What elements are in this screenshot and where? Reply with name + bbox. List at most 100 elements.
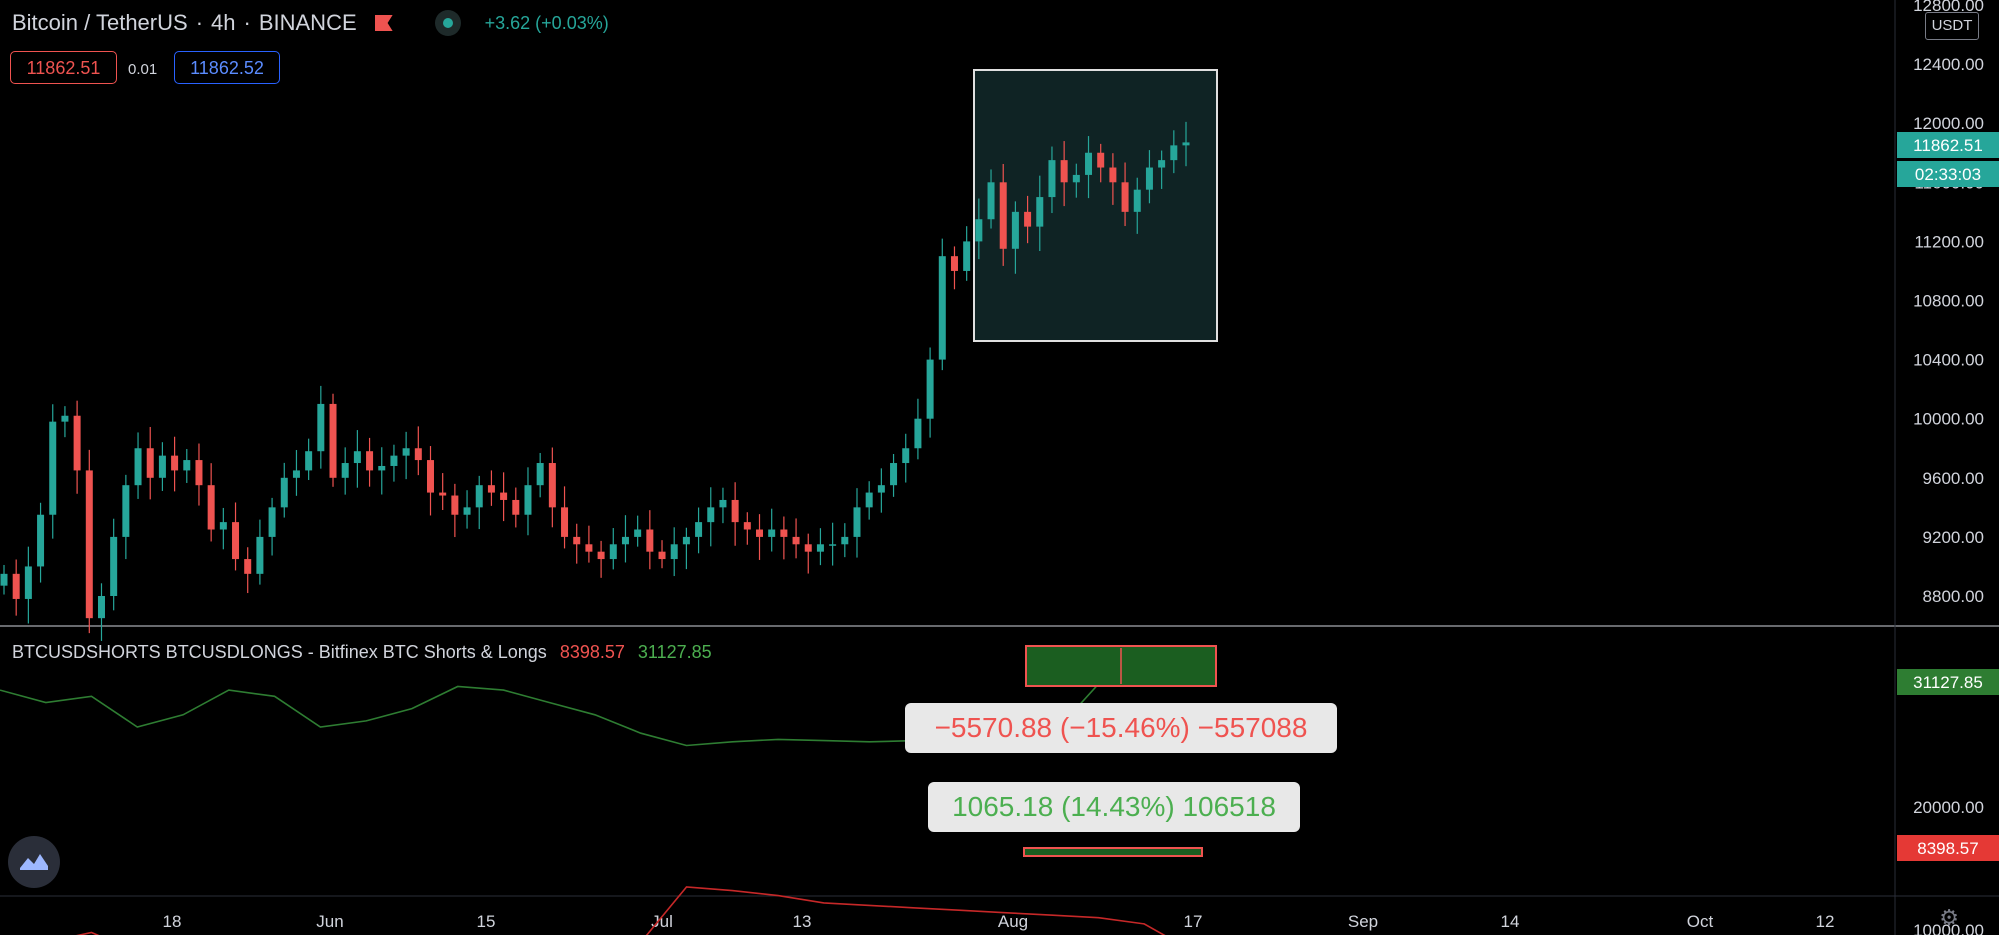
candle-body (1072, 174, 1080, 183)
candle-body (146, 448, 154, 478)
candle-body (658, 551, 666, 560)
price-tick-label: 12400.00 (1913, 55, 1984, 74)
candle-body (963, 241, 971, 271)
candle-body (780, 529, 788, 537)
time-tick-label: 13 (793, 912, 812, 931)
candle-body (402, 448, 410, 456)
candle-body (171, 455, 179, 471)
shorts-last-tag-bg (1897, 835, 1999, 861)
time-tick-label: Sep (1348, 912, 1378, 931)
candle-body (183, 460, 191, 471)
status-dot-icon (434, 10, 461, 36)
candle-body (1060, 160, 1068, 183)
candle-body (280, 477, 288, 508)
indicator-name: BTCUSDSHORTS BTCUSDLONGS - Bitfinex BTC … (12, 642, 547, 662)
candle-body (1121, 182, 1129, 212)
candle-body (439, 492, 447, 496)
candle-body (292, 470, 300, 478)
chart-header: Bitcoin / TetherUS · 4h · BINANCE +3.62 … (12, 10, 609, 36)
candle-body (1011, 211, 1019, 249)
candle-body (743, 522, 751, 530)
candle-body (207, 485, 215, 530)
candle-body (695, 522, 703, 537)
candle-body (12, 573, 20, 599)
last-price-tag-bg (1897, 132, 1999, 158)
candle-body (390, 455, 398, 466)
candle-body (853, 507, 861, 537)
price-tick-label: 8800.00 (1923, 587, 1984, 606)
candle-body (378, 465, 386, 471)
symbol-title[interactable]: Bitcoin / TetherUS (12, 10, 188, 35)
time-tick-label: Aug (998, 912, 1028, 931)
candle-body (646, 529, 654, 552)
currency-badge[interactable]: USDT (1925, 12, 1979, 40)
time-tick-label: Oct (1687, 912, 1714, 931)
logo-icon[interactable] (8, 836, 60, 888)
candle-body (1048, 160, 1056, 198)
bid-price-box[interactable]: 11862.51 (10, 51, 117, 84)
candle-body (195, 460, 203, 486)
time-tick-label: Jul (651, 912, 673, 931)
candle-body (158, 455, 166, 478)
candle-body (865, 492, 873, 508)
candle-body (232, 522, 240, 560)
flag-icon[interactable] (374, 15, 393, 31)
candle-body (1109, 167, 1117, 183)
price-tick-label: 9600.00 (1923, 469, 1984, 488)
candle-body (341, 463, 349, 478)
candle-body (890, 463, 898, 486)
candle-body (950, 256, 958, 271)
candle-body (219, 522, 227, 530)
ask-price-box[interactable]: 11862.52 (174, 51, 280, 84)
candle-body (1145, 167, 1153, 190)
candle-body (975, 219, 983, 242)
price-tick-label: 12800.00 (1913, 0, 1984, 15)
candle-body (1182, 142, 1190, 146)
candle-body (902, 448, 910, 464)
candle-body (914, 418, 922, 449)
time-tick-label: Jun (316, 912, 343, 931)
candle-body (829, 544, 837, 546)
candle-body (1158, 160, 1166, 168)
candle-body (756, 529, 764, 537)
price-tick-label: 11200.00 (1914, 232, 1984, 251)
candle-body (500, 492, 508, 500)
candle-body (877, 485, 885, 493)
candle-body (97, 596, 105, 619)
candle-body (999, 182, 1007, 249)
interval-label[interactable]: 4h (211, 10, 236, 35)
settings-icon[interactable]: ⚙ (1939, 905, 1959, 930)
indicator-title: BTCUSDSHORTS BTCUSDLONGS - Bitfinex BTC … (12, 642, 712, 663)
candle-body (426, 460, 434, 493)
price-tick-label: 10800.00 (1913, 292, 1984, 311)
candle-body (926, 359, 934, 419)
candle-body (0, 573, 8, 586)
highlight-box (973, 69, 1218, 342)
candle-body (37, 514, 45, 567)
candle-body (524, 485, 532, 515)
candle-body (110, 536, 118, 596)
last-price-tag: 11862.51 (1913, 136, 1983, 155)
candle-body (1133, 189, 1141, 212)
countdown-tag-bg (1897, 161, 1999, 187)
candle-body (682, 536, 690, 545)
shorts-last-tag: 8398.57 (1917, 839, 1978, 858)
indicator-tick-label: 10000.00 (1913, 921, 1984, 935)
candle-body (1036, 197, 1044, 227)
shorts-line (76, 886, 1166, 935)
shorts-value: 8398.57 (559, 642, 625, 662)
candle-body (597, 551, 605, 560)
time-tick-label: 18 (163, 912, 182, 931)
candle-body (317, 403, 325, 452)
candle-body (305, 451, 313, 471)
candle-body (451, 495, 459, 515)
candle-body (548, 463, 556, 508)
candle-body (366, 451, 374, 471)
candle-body (536, 463, 544, 486)
price-tick-label: 12000.00 (1913, 114, 1984, 133)
candle-body (61, 415, 69, 422)
price-tick-label: 10400.00 (1913, 351, 1984, 370)
time-tick-label: 14 (1501, 912, 1520, 931)
candle-body (487, 485, 495, 493)
